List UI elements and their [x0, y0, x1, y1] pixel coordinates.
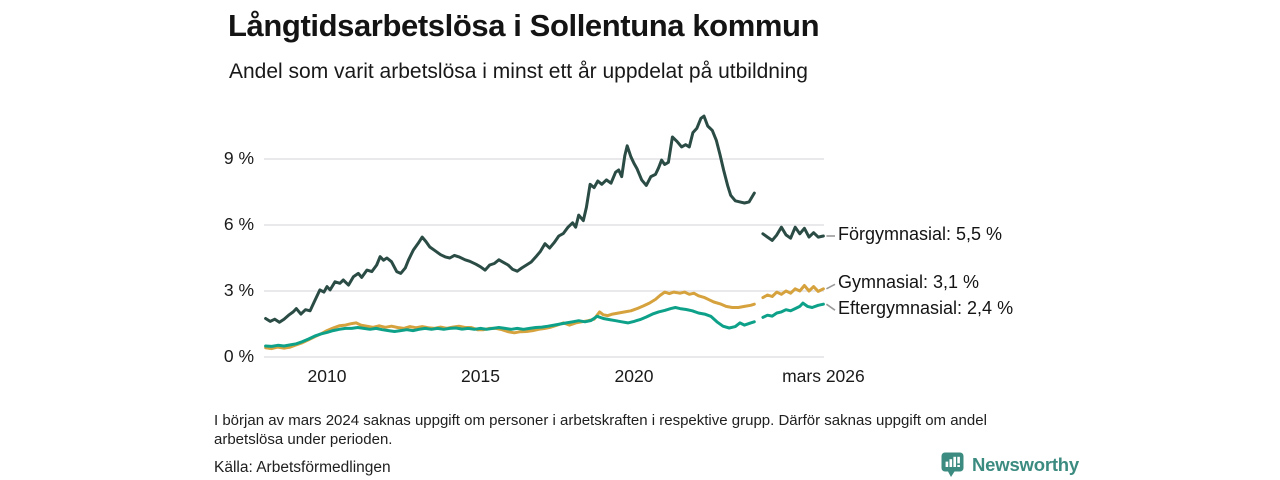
x-tick-2020: 2020 [614, 366, 654, 386]
series-line-eftergymnasial-after-gap [761, 301, 825, 319]
source-text: Källa: Arbetsförmedlingen [214, 459, 391, 476]
chart-title: Långtidsarbetslösa i Sollentuna kommun [228, 8, 820, 43]
logo-bar-tall [953, 456, 956, 467]
legend-label-eftergymnasial: Eftergymnasial: 2,4 % [838, 298, 1014, 319]
logo-bar-medium [949, 459, 953, 467]
y-tick-9: 9 % [223, 148, 254, 168]
y-tick-3: 3 % [223, 280, 254, 300]
series-line-eftergymnasial [264, 306, 756, 348]
x-tick-2010: 2010 [307, 366, 347, 386]
chart-subtitle: Andel som varit arbetslösa i minst ett å… [229, 60, 808, 83]
newsworthy-logo-icon [941, 452, 964, 477]
legend-connector-gymnasial [826, 283, 836, 290]
x-tick-2015: 2015 [461, 366, 500, 386]
legend-label-forgymnasial: Förgymnasial: 5,5 % [838, 224, 1003, 244]
y-tick-6: 6 % [223, 214, 254, 234]
legend-connector-eftergymnasial [825, 303, 836, 311]
series-line-gymnasial-after-gap [761, 284, 825, 300]
logo-exclamation-dot [957, 465, 960, 467]
newsworthy-wordmark: Newsworthy [972, 454, 1079, 475]
x-tick-mars-2026: mars 2026 [782, 366, 865, 386]
series-line-gymnasial [264, 290, 756, 351]
logo-bar-small [945, 461, 949, 467]
newsworthy-branding: Newsworthy [941, 452, 1079, 478]
series-line-forgymnasial-after-gap [761, 225, 825, 242]
series-line-forgymnasial [264, 114, 756, 324]
legend-label-gymnasial: Gymnasial: 3,1 % [838, 272, 980, 293]
y-tick-0: 0 % [223, 346, 254, 366]
footnote-text: I början av mars 2024 saknas uppgift om … [214, 412, 987, 448]
logo-exclamation-bar [957, 456, 960, 464]
